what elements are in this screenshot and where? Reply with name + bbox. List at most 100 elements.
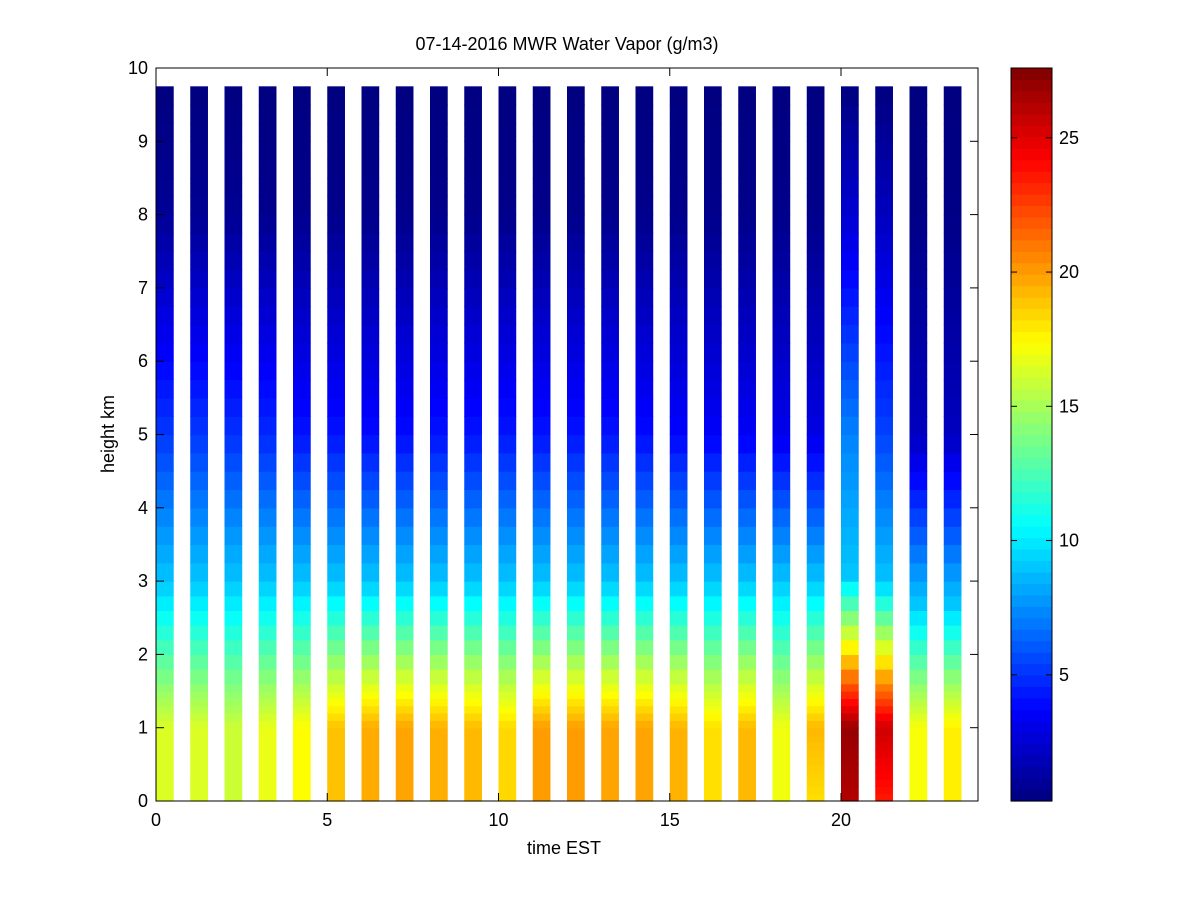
heatmap-cell	[464, 361, 482, 381]
heatmap-cell	[224, 691, 243, 699]
colorbar-tick-label: 10	[1059, 531, 1079, 551]
heatmap-cell	[498, 324, 517, 344]
heatmap-cell	[430, 177, 448, 197]
heatmap-cell	[635, 214, 654, 234]
heatmap-cell	[601, 214, 619, 234]
heatmap-cell	[567, 86, 585, 106]
heatmap-cell	[190, 507, 208, 527]
heatmap-cell	[704, 141, 722, 161]
heatmap-cell	[293, 727, 311, 736]
heatmap-cell	[875, 562, 893, 582]
heatmap-cell	[669, 434, 688, 454]
heatmap-cell	[190, 361, 208, 381]
heatmap-cell	[258, 595, 277, 612]
heatmap-cell	[361, 727, 380, 736]
heatmap-cell	[738, 735, 756, 743]
heatmap-cell	[635, 251, 654, 271]
heatmap-cell	[190, 735, 208, 743]
heatmap-cell	[532, 625, 551, 641]
heatmap-cell	[806, 397, 825, 417]
heatmap-cell	[361, 397, 380, 417]
heatmap-cell	[567, 610, 585, 626]
heatmap-cell	[156, 793, 174, 802]
heatmap-cell	[498, 397, 517, 417]
heatmap-cell	[669, 379, 688, 399]
heatmap-cell	[909, 595, 928, 612]
heatmap-cell	[704, 764, 722, 773]
heatmap-cell	[909, 196, 928, 216]
heatmap-cell	[532, 397, 551, 417]
colorbar-band	[1011, 308, 1052, 321]
heatmap-cell	[841, 397, 859, 417]
colorbar-band	[1011, 491, 1052, 504]
colorbar-band	[1011, 732, 1052, 745]
heatmap-cell	[190, 654, 208, 670]
heatmap-cell	[464, 654, 482, 670]
heatmap-cell	[293, 251, 311, 271]
heatmap-cell	[669, 122, 688, 142]
heatmap-cell	[841, 691, 859, 699]
heatmap-cell	[361, 141, 380, 161]
heatmap-cell	[669, 232, 688, 252]
heatmap-cell	[669, 654, 688, 670]
heatmap-cell	[841, 742, 859, 751]
heatmap-cell	[430, 471, 448, 491]
heatmap-cell	[361, 749, 380, 758]
heatmap-cell	[361, 625, 380, 641]
heatmap-cell	[156, 562, 174, 582]
heatmap-cell	[395, 691, 414, 699]
heatmap-cell	[943, 639, 962, 655]
heatmap-cell	[738, 86, 756, 106]
heatmap-cell	[841, 104, 859, 124]
heatmap-cell	[430, 786, 448, 795]
heatmap-cell	[395, 683, 414, 692]
heatmap-cell	[909, 771, 928, 780]
heatmap-cell	[361, 342, 380, 362]
heatmap-cell	[327, 159, 345, 179]
heatmap-cell	[772, 581, 791, 597]
heatmap-cell	[909, 251, 928, 271]
heatmap-cell	[464, 324, 482, 344]
heatmap-cell	[361, 720, 380, 729]
heatmap-cell	[464, 507, 482, 527]
heatmap-cell	[224, 324, 243, 344]
heatmap-cell	[601, 379, 619, 399]
heatmap-cell	[532, 698, 551, 707]
heatmap-cell	[327, 727, 345, 736]
y-tick-label: 0	[138, 791, 148, 811]
heatmap-cell	[190, 698, 208, 707]
heatmap-cell	[567, 581, 585, 597]
heatmap-cell	[738, 610, 756, 626]
heatmap-cell	[669, 416, 688, 436]
heatmap-cell	[601, 416, 619, 436]
heatmap-cell	[361, 416, 380, 436]
heatmap-cell	[841, 669, 859, 685]
heatmap-cell	[669, 713, 688, 721]
heatmap-cell	[567, 196, 585, 216]
heatmap-cell	[258, 793, 277, 802]
heatmap-cell	[601, 526, 619, 546]
heatmap-cell	[258, 196, 277, 216]
heatmap-cell	[635, 306, 654, 326]
heatmap-cell	[806, 727, 825, 736]
heatmap-cell	[841, 713, 859, 721]
heatmap-cell	[635, 526, 654, 546]
heatmap-cell	[258, 720, 277, 729]
heatmap-cell	[361, 713, 380, 721]
heatmap-cell	[156, 306, 174, 326]
heatmap-cell	[635, 735, 654, 743]
heatmap-cell	[738, 691, 756, 699]
heatmap-cell	[738, 342, 756, 362]
heatmap-cell	[156, 471, 174, 491]
heatmap-cell	[361, 691, 380, 699]
heatmap-cell	[909, 159, 928, 179]
heatmap-cell	[258, 544, 277, 564]
heatmap-cell	[704, 705, 722, 714]
heatmap-cell	[704, 544, 722, 564]
y-tick-label: 7	[138, 278, 148, 298]
heatmap-cell	[841, 771, 859, 780]
heatmap-cell	[601, 720, 619, 729]
heatmap-cell	[738, 757, 756, 765]
heatmap-cell	[738, 232, 756, 252]
colorbar-band	[1011, 193, 1052, 207]
